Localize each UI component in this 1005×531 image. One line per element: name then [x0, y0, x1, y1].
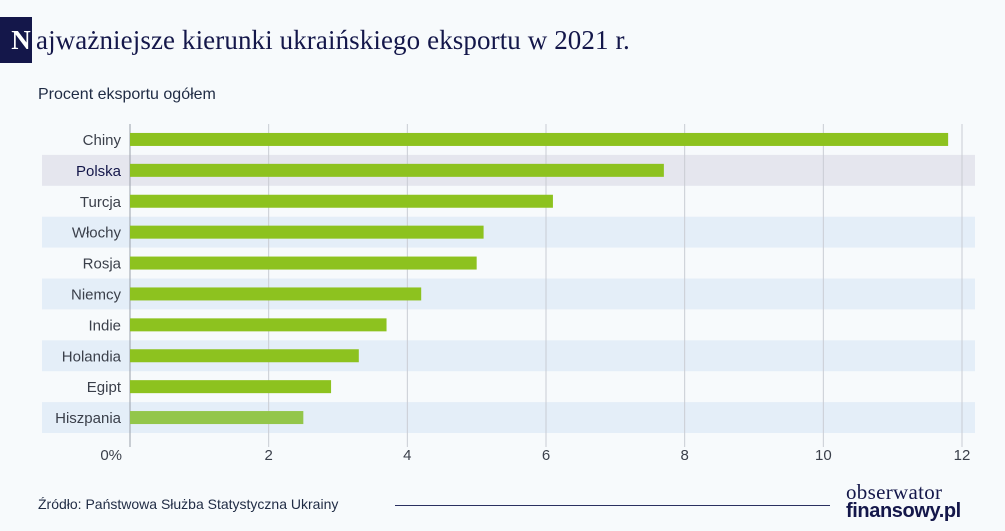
chart-subtitle: Procent eksportu ogółem — [38, 86, 216, 103]
logo-line1: obserwator — [846, 480, 943, 504]
x-tick-label: 6 — [542, 447, 550, 464]
logo: obserwator finansowy.pl — [846, 480, 971, 522]
category-label: Turcja — [80, 194, 122, 211]
x-tick-label: 2 — [264, 447, 272, 464]
category-label: Chiny — [83, 132, 122, 149]
category-label: Niemcy — [71, 286, 122, 303]
bar-turcja — [130, 194, 553, 208]
category-label: Hiszpania — [55, 410, 122, 427]
category-label: Indie — [88, 317, 121, 334]
bar-rosja — [130, 256, 477, 270]
x-tick-label: 4 — [403, 447, 411, 464]
bar-egipt — [130, 380, 332, 394]
category-label: Rosja — [83, 256, 122, 273]
category-labels: Chiny Polska Turcja Włochy Rosja Niemcy Indie H… — [55, 132, 122, 427]
x-tick-labels: 0% 2 4 6 8 10 12 — [100, 447, 970, 464]
category-label: Holandia — [62, 348, 122, 365]
category-label: Egipt — [87, 379, 122, 396]
title-mark — [0, 17, 32, 63]
bar-hiszpania — [130, 411, 304, 425]
bar-polska — [130, 163, 664, 177]
category-label: Polska — [76, 163, 122, 180]
bar-niemcy — [130, 287, 422, 301]
logo-line2: finansowy.pl — [846, 500, 961, 522]
bar-holandia — [130, 349, 359, 363]
x-tick-label: 12 — [954, 447, 971, 464]
x-tick-label: 8 — [680, 447, 688, 464]
title-text: ajważniejsze kierunki ukraińskiego ekspo… — [36, 24, 630, 55]
bars — [130, 132, 949, 425]
bar-włochy — [130, 225, 484, 239]
x-tick-label: 10 — [815, 447, 832, 464]
title-initial: N — [11, 24, 31, 55]
x-tick-label: 0% — [100, 447, 122, 464]
footer-divider — [395, 505, 830, 506]
gridlines — [129, 124, 963, 447]
bar-chiny — [130, 132, 949, 146]
category-label: Włochy — [72, 225, 122, 242]
bar-indie — [130, 318, 387, 332]
source-note: Źródło: Państwowa Służba Statystyczna Uk… — [38, 496, 339, 512]
